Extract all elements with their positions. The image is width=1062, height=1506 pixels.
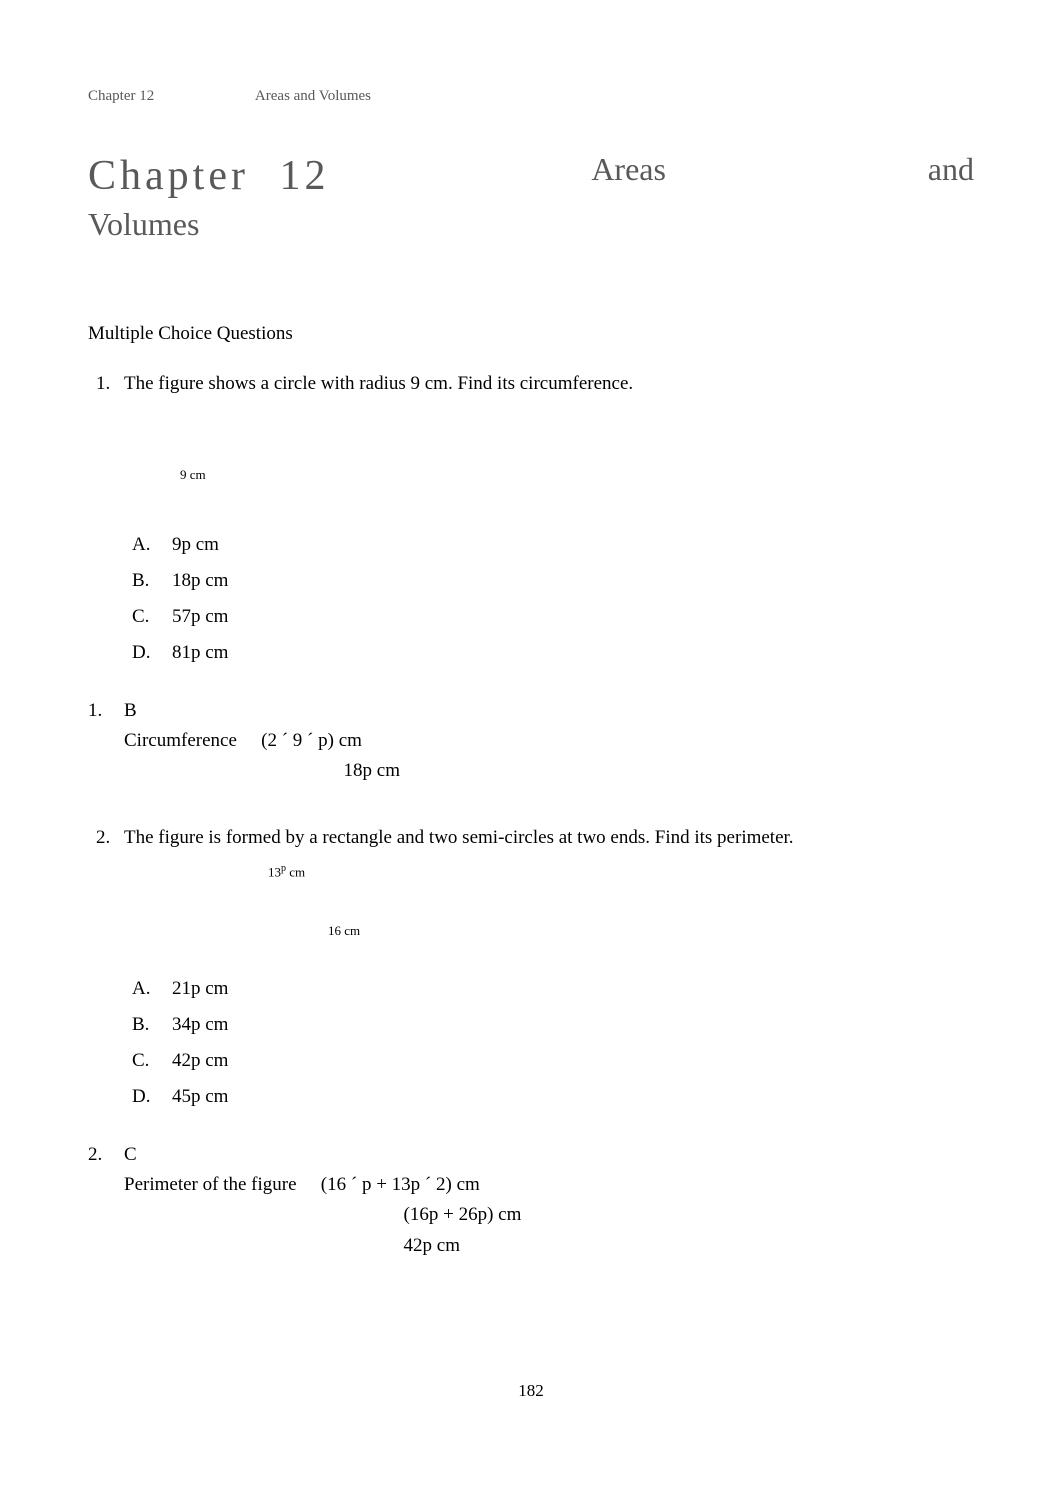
q1-figure-label: 9 cm [180, 465, 206, 486]
q2-optB-text: 34p cm [172, 1007, 228, 1043]
header-chapter-label: Chapter 12 [88, 88, 154, 104]
q1-text: The figure shows a circle with radius 9 … [124, 369, 974, 399]
q2-options: A. 21p cm B. 34p cm C. 42p cm D. 45p cm [88, 971, 974, 1115]
q2-fig-top-unit: cm [286, 864, 305, 879]
q1-optD-letter: D. [132, 635, 172, 671]
page-header: Chapter 12 Areas and Volumes [88, 88, 974, 105]
a2-line1: Perimeter of the figure  (16 ´ p + 13p … [124, 1170, 974, 1200]
q1-option-a: A. 9p cm [132, 527, 974, 563]
header-chapter-name: Areas and Volumes [255, 88, 371, 104]
q2-figure-label-top: 13p cm [268, 861, 305, 883]
chapter-title-block: Chapter 12 Areas and Volumes [88, 147, 974, 243]
q1-optA-text: 9p cm [172, 527, 219, 563]
q2-option-a: A. 21p cm [132, 971, 974, 1007]
q1-option-b: B. 18p cm [132, 563, 974, 599]
title-areas: Areas [591, 147, 666, 206]
answer-2: 2. C Perimeter of the figure  (16 ´ p +… [88, 1140, 974, 1262]
a1-line2:  18p cm [124, 756, 974, 786]
q1-optA-letter: A. [132, 527, 172, 563]
title-and: and [928, 147, 974, 206]
q2-option-c: C. 42p cm [132, 1043, 974, 1079]
title-volumes: Volumes [88, 206, 974, 243]
a1-line1: Circumference  (2 ´ 9 ´ p) cm [124, 726, 974, 756]
q1-optB-letter: B. [132, 563, 172, 599]
q1-options: A. 9p cm B. 18p cm C. 57p cm D. 81p cm [88, 527, 974, 671]
question-1: 1. The figure shows a circle with radius… [88, 369, 974, 672]
q2-optD-text: 45p cm [172, 1079, 228, 1115]
a1-number: 1. [88, 696, 124, 787]
q1-optC-letter: C. [132, 599, 172, 635]
a2-letter: C [124, 1140, 974, 1170]
q2-figure: 13p cm 16 cm [88, 861, 974, 971]
q1-option-d: D. 81p cm [132, 635, 974, 671]
q1-number: 1. [88, 369, 124, 399]
q1-figure: 9 cm [88, 407, 974, 527]
q1-option-c: C. 57p cm [132, 599, 974, 635]
q2-figure-label-side: 16 cm [328, 921, 360, 942]
a2-line3:  42p cm [124, 1231, 974, 1261]
title-chapter-word: Chapter [88, 153, 249, 199]
page-number: 182 [88, 1381, 974, 1401]
q2-number: 2. [88, 823, 124, 853]
a2-number: 2. [88, 1140, 124, 1262]
q1-optD-text: 81p cm [172, 635, 228, 671]
q2-text: The figure is formed by a rectangle and … [124, 823, 974, 853]
q2-optC-text: 42p cm [172, 1043, 228, 1079]
q2-optA-letter: A. [132, 971, 172, 1007]
q2-option-b: B. 34p cm [132, 1007, 974, 1043]
q2-option-d: D. 45p cm [132, 1079, 974, 1115]
a2-line2:  (16p + 26p) cm [124, 1200, 974, 1230]
a1-letter: B [124, 696, 974, 726]
q2-optD-letter: D. [132, 1079, 172, 1115]
title-chapter-number: 12 [279, 153, 329, 199]
question-2: 2. The figure is formed by a rectangle a… [88, 823, 974, 1116]
q2-optC-letter: C. [132, 1043, 172, 1079]
q1-optC-text: 57p cm [172, 599, 228, 635]
q2-optB-letter: B. [132, 1007, 172, 1043]
q2-fig-top-num: 13 [268, 864, 281, 879]
q1-optB-text: 18p cm [172, 563, 228, 599]
answer-1: 1. B Circumference  (2 ´ 9 ´ p) cm  18… [88, 696, 974, 787]
q2-optA-text: 21p cm [172, 971, 228, 1007]
section-heading: Multiple Choice Questions [88, 323, 974, 345]
